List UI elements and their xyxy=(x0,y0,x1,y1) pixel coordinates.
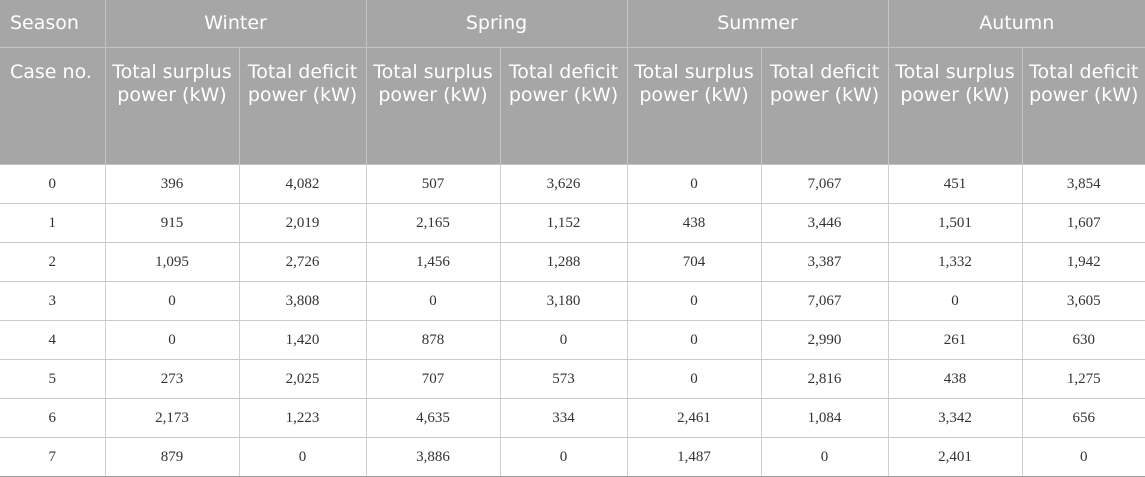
spring-deficit-cell: 1,152 xyxy=(499,203,628,243)
spring-surplus-cell: 1,456 xyxy=(365,242,501,282)
table-row: 2 1,095 2,726 1,456 1,288 704 3,387 1,332 1,942 xyxy=(0,242,1145,282)
autumn-deficit-header: Total deficit power (kW) xyxy=(1021,47,1145,165)
spring-deficit-cell: 1,288 xyxy=(499,242,628,282)
table-row: 5 273 2,025 707 573 0 2,816 438 1,275 xyxy=(0,359,1145,399)
autumn-deficit-cell: 3,854 xyxy=(1021,164,1145,204)
winter-surplus-cell: 879 xyxy=(104,437,239,477)
spring-deficit-cell: 0 xyxy=(499,437,628,477)
case-no-cell: 6 xyxy=(0,398,105,438)
season-header-label: Season xyxy=(0,0,105,48)
table-header: Season Winter Spring Summer Autumn Case … xyxy=(0,0,1145,165)
summer-surplus-header: Total surplus power (kW) xyxy=(626,47,762,165)
summer-surplus-cell: 2,461 xyxy=(626,398,762,438)
winter-deficit-cell: 1,420 xyxy=(238,320,367,360)
summer-deficit-cell: 3,446 xyxy=(760,203,889,243)
case-no-cell: 7 xyxy=(0,437,105,477)
winter-surplus-cell: 0 xyxy=(104,281,239,321)
spring-surplus-cell: 3,886 xyxy=(365,437,501,477)
spring-deficit-cell: 3,180 xyxy=(499,281,628,321)
autumn-surplus-header: Total surplus power (kW) xyxy=(887,47,1023,165)
table-row: 3 0 3,808 0 3,180 0 7,067 0 3,605 xyxy=(0,281,1145,321)
spring-surplus-cell: 507 xyxy=(365,164,501,204)
table-row: 7 879 0 3,886 0 1,487 0 2,401 0 xyxy=(0,437,1145,477)
spring-surplus-cell: 707 xyxy=(365,359,501,399)
spring-deficit-cell: 3,626 xyxy=(499,164,628,204)
winter-surplus-cell: 915 xyxy=(104,203,239,243)
winter-surplus-cell: 2,173 xyxy=(104,398,239,438)
summer-surplus-cell: 0 xyxy=(626,164,762,204)
winter-deficit-cell: 2,025 xyxy=(238,359,367,399)
table-row: 0 396 4,082 507 3,626 0 7,067 451 3,854 xyxy=(0,164,1145,204)
winter-deficit-cell: 4,082 xyxy=(238,164,367,204)
spring-deficit-cell: 0 xyxy=(499,320,628,360)
case-no-cell: 0 xyxy=(0,164,105,204)
case-header-label: Case no. xyxy=(0,47,105,165)
autumn-deficit-cell: 656 xyxy=(1021,398,1145,438)
season-spring: Spring xyxy=(365,0,628,48)
autumn-deficit-cell: 1,942 xyxy=(1021,242,1145,282)
case-no-cell: 5 xyxy=(0,359,105,399)
case-no-cell: 3 xyxy=(0,281,105,321)
table-body: 0 396 4,082 507 3,626 0 7,067 451 3,854 1 915 2,019… xyxy=(0,164,1145,477)
case-header-row: Case no. Total surplus power (kW) Total … xyxy=(0,47,1145,165)
winter-surplus-cell: 396 xyxy=(104,164,239,204)
summer-deficit-cell: 0 xyxy=(760,437,889,477)
summer-deficit-cell: 7,067 xyxy=(760,281,889,321)
winter-deficit-cell: 3,808 xyxy=(238,281,367,321)
winter-surplus-cell: 0 xyxy=(104,320,239,360)
autumn-deficit-cell: 3,605 xyxy=(1021,281,1145,321)
season-header-row: Season Winter Spring Summer Autumn xyxy=(0,0,1145,48)
winter-deficit-cell: 1,223 xyxy=(238,398,367,438)
summer-surplus-cell: 0 xyxy=(626,320,762,360)
table-row: 4 0 1,420 878 0 0 2,990 261 630 xyxy=(0,320,1145,360)
autumn-surplus-cell: 1,332 xyxy=(887,242,1023,282)
summer-surplus-cell: 704 xyxy=(626,242,762,282)
summer-surplus-cell: 0 xyxy=(626,281,762,321)
summer-surplus-cell: 0 xyxy=(626,359,762,399)
winter-deficit-cell: 2,726 xyxy=(238,242,367,282)
autumn-surplus-cell: 438 xyxy=(887,359,1023,399)
spring-deficit-cell: 573 xyxy=(499,359,628,399)
autumn-surplus-cell: 0 xyxy=(887,281,1023,321)
summer-deficit-cell: 2,990 xyxy=(760,320,889,360)
autumn-deficit-cell: 1,275 xyxy=(1021,359,1145,399)
season-winter: Winter xyxy=(104,0,367,48)
spring-surplus-header: Total surplus power (kW) xyxy=(365,47,501,165)
table-row: 6 2,173 1,223 4,635 334 2,461 1,084 3,342 656 xyxy=(0,398,1145,438)
summer-deficit-header: Total deficit power (kW) xyxy=(760,47,889,165)
winter-deficit-cell: 0 xyxy=(238,437,367,477)
spring-deficit-cell: 334 xyxy=(499,398,628,438)
winter-surplus-cell: 1,095 xyxy=(104,242,239,282)
season-autumn: Autumn xyxy=(887,0,1145,48)
spring-surplus-cell: 878 xyxy=(365,320,501,360)
autumn-surplus-cell: 261 xyxy=(887,320,1023,360)
autumn-deficit-cell: 630 xyxy=(1021,320,1145,360)
summer-surplus-cell: 438 xyxy=(626,203,762,243)
summer-surplus-cell: 1,487 xyxy=(626,437,762,477)
winter-deficit-header: Total deficit power (kW) xyxy=(238,47,367,165)
winter-deficit-cell: 2,019 xyxy=(238,203,367,243)
summer-deficit-cell: 3,387 xyxy=(760,242,889,282)
spring-surplus-cell: 4,635 xyxy=(365,398,501,438)
autumn-deficit-cell: 0 xyxy=(1021,437,1145,477)
spring-surplus-cell: 0 xyxy=(365,281,501,321)
season-summer: Summer xyxy=(626,0,889,48)
winter-surplus-header: Total surplus power (kW) xyxy=(104,47,239,165)
summer-deficit-cell: 2,816 xyxy=(760,359,889,399)
case-no-cell: 4 xyxy=(0,320,105,360)
case-no-cell: 1 xyxy=(0,203,105,243)
autumn-surplus-cell: 451 xyxy=(887,164,1023,204)
case-no-cell: 2 xyxy=(0,242,105,282)
spring-surplus-cell: 2,165 xyxy=(365,203,501,243)
autumn-surplus-cell: 3,342 xyxy=(887,398,1023,438)
autumn-surplus-cell: 2,401 xyxy=(887,437,1023,477)
summer-deficit-cell: 1,084 xyxy=(760,398,889,438)
autumn-surplus-cell: 1,501 xyxy=(887,203,1023,243)
spring-deficit-header: Total deficit power (kW) xyxy=(499,47,628,165)
winter-surplus-cell: 273 xyxy=(104,359,239,399)
autumn-deficit-cell: 1,607 xyxy=(1021,203,1145,243)
table-row: 1 915 2,019 2,165 1,152 438 3,446 1,501 1,607 xyxy=(0,203,1145,243)
summer-deficit-cell: 7,067 xyxy=(760,164,889,204)
